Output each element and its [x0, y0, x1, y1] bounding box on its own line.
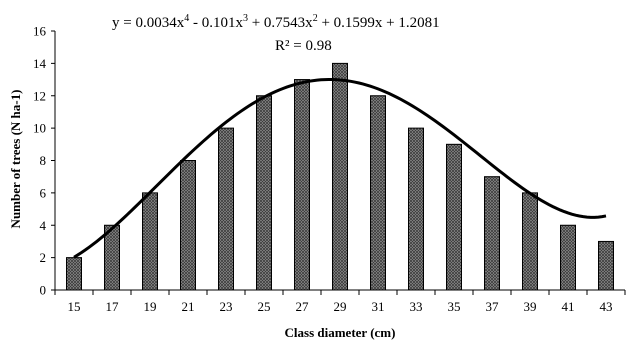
y-tick-label: 16	[33, 24, 47, 39]
bar-23	[218, 127, 234, 291]
bar-43	[598, 240, 614, 291]
y-axis-title: Number of trees (N ha-1)	[8, 90, 23, 229]
x-axis-title: Class diameter (cm)	[285, 325, 396, 340]
x-tick-label: 41	[562, 299, 575, 314]
y-tick-label: 12	[33, 88, 46, 103]
y-tick-label: 8	[40, 153, 47, 168]
bar-37	[484, 176, 500, 291]
x-tick-label: 25	[258, 299, 271, 314]
y-tick-label: 2	[40, 250, 47, 265]
bar-35	[446, 143, 462, 291]
y-tick-label: 10	[33, 121, 46, 136]
bar-39	[522, 192, 538, 291]
y-axis-ticks: 0 2 4 6 8 10 12 14 16	[33, 24, 55, 298]
trendline	[73, 77, 607, 259]
bar-27	[294, 79, 310, 291]
bar-29	[332, 62, 348, 291]
bar-25	[256, 95, 272, 291]
x-tick-label: 23	[220, 299, 233, 314]
bar-41	[560, 224, 576, 291]
y-tick-label: 0	[40, 283, 47, 298]
y-tick-label: 4	[40, 218, 47, 233]
trendline-equation: y = 0.0034x4 - 0.101x3 + 0.7543x2 + 0.15…	[112, 13, 440, 31]
bars-group	[66, 62, 614, 291]
x-tick-label: 15	[68, 299, 81, 314]
y-tick-label: 6	[40, 185, 47, 200]
x-tick-label: 29	[334, 299, 347, 314]
x-tick-label: 35	[448, 299, 461, 314]
bar-19	[142, 192, 158, 291]
x-tick-label: 31	[372, 299, 385, 314]
x-tick-label: 33	[410, 299, 423, 314]
bar-33	[408, 127, 424, 291]
x-tick-label: 37	[486, 299, 500, 314]
bar-31	[370, 95, 386, 291]
x-tick-label: 17	[106, 299, 120, 314]
x-tick-label: 19	[144, 299, 157, 314]
bar-21	[180, 160, 196, 291]
x-tick-label: 21	[182, 299, 195, 314]
x-tick-label: 39	[524, 299, 537, 314]
r-squared-label: R² = 0.98	[275, 38, 332, 54]
x-tick-label: 43	[600, 299, 613, 314]
x-axis-ticks: 15 17 19 21 23 25 27 29 31 33 35 37 39 41 43	[54, 290, 626, 314]
y-tick-label: 14	[33, 56, 47, 71]
x-tick-label: 27	[296, 299, 310, 314]
bar-15	[66, 257, 82, 291]
